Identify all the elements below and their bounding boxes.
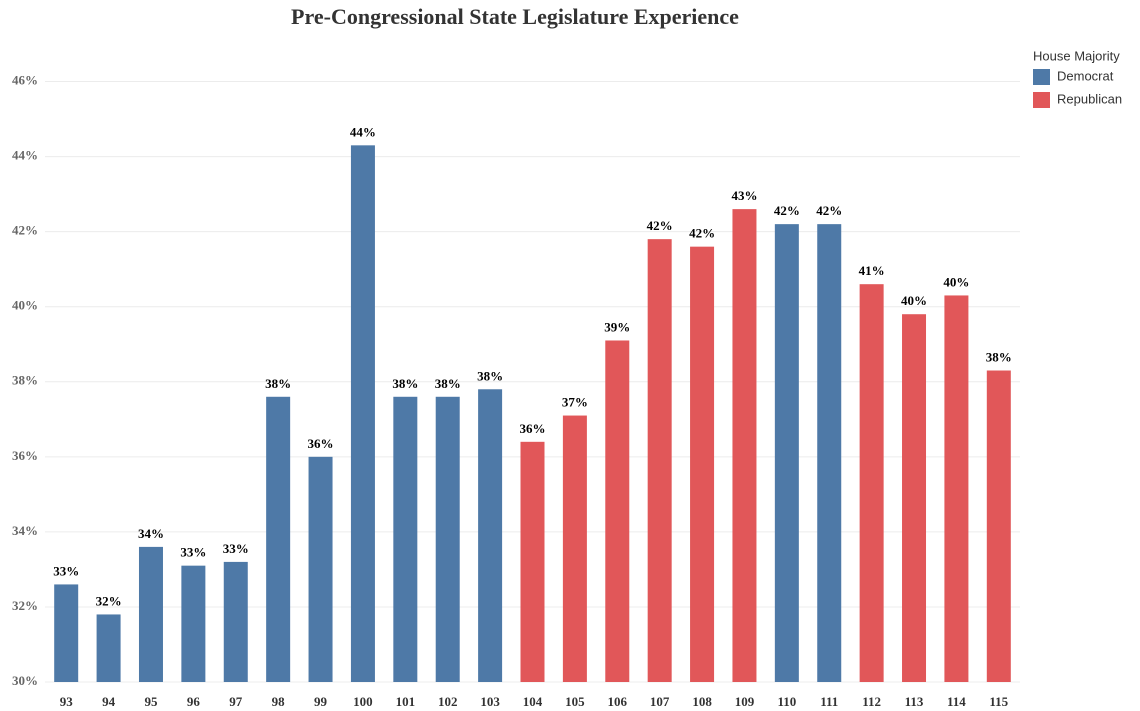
bar [902,314,927,682]
data-label: 42% [774,203,800,218]
y-tick-label: 44% [12,148,38,163]
x-tick-label: 115 [989,694,1008,709]
bar [859,284,884,682]
x-tick-label: 107 [650,694,670,709]
data-label: 39% [604,319,630,334]
x-tick-label: 97 [229,694,243,709]
bar [138,546,163,682]
data-label: 40% [901,293,927,308]
y-tick-label: 40% [12,298,38,313]
bar [266,396,291,682]
x-tick-label: 95 [144,694,158,709]
bar [435,396,460,682]
legend-swatch [1033,69,1050,85]
data-label: 38% [477,368,503,383]
data-label: 37% [562,395,588,410]
x-tick-label: 108 [692,694,712,709]
bar [520,441,545,682]
bar [647,239,672,682]
legend-swatch [1033,92,1050,108]
y-tick-label: 42% [12,223,38,238]
legend-label: Democrat [1057,68,1114,83]
data-label: 42% [816,203,842,218]
data-label: 41% [859,263,885,278]
x-tick-label: 100 [353,694,373,709]
data-label: 44% [350,124,376,139]
data-label: 38% [265,376,291,391]
data-label: 43% [731,188,757,203]
data-label: 36% [308,436,334,451]
chart-title: Pre-Congressional State Legislature Expe… [291,4,739,29]
x-tick-label: 102 [438,694,458,709]
x-tick-label: 113 [905,694,924,709]
data-label: 40% [943,274,969,289]
bar [605,340,630,682]
bar [478,389,503,682]
legend-label: Republican [1057,91,1122,106]
data-label: 42% [647,218,673,233]
x-tick-label: 111 [820,694,838,709]
x-tick-label: 98 [272,694,286,709]
data-label: 33% [180,545,206,560]
y-tick-label: 46% [12,73,38,88]
bar [54,584,79,682]
x-tick-label: 93 [60,694,74,709]
x-tick-label: 105 [565,694,585,709]
x-tick-label: 94 [102,694,116,709]
x-tick-label: 103 [480,694,500,709]
bar [817,224,842,682]
data-label: 34% [138,526,164,541]
bar [350,145,375,682]
bar [986,370,1011,682]
data-label: 38% [392,376,418,391]
x-tick-label: 110 [777,694,796,709]
bar [732,209,757,683]
x-tick-label: 112 [862,694,881,709]
data-label: 33% [53,563,79,578]
y-tick-label: 38% [12,373,38,388]
data-label: 38% [986,349,1012,364]
data-label: 42% [689,226,715,241]
x-tick-label: 104 [523,694,543,709]
y-tick-label: 34% [12,523,38,538]
y-tick-label: 36% [12,448,38,463]
y-tick-label: 30% [12,673,38,688]
bar [690,246,715,683]
bar [308,456,333,682]
x-tick-label: 114 [947,694,966,709]
x-tick-label: 101 [396,694,416,709]
legend-title: House Majority [1033,48,1120,63]
bar [181,565,206,682]
bar [944,295,969,682]
bar [96,614,121,682]
x-tick-label: 99 [314,694,328,709]
bar [562,415,587,682]
data-label: 36% [520,421,546,436]
bar [393,396,418,682]
data-label: 38% [435,376,461,391]
data-label: 33% [223,541,249,556]
x-tick-label: 96 [187,694,201,709]
x-tick-label: 109 [735,694,755,709]
y-tick-label: 32% [12,598,38,613]
x-tick-label: 106 [608,694,628,709]
bar [223,561,248,682]
bar [774,224,799,682]
data-label: 32% [96,593,122,608]
